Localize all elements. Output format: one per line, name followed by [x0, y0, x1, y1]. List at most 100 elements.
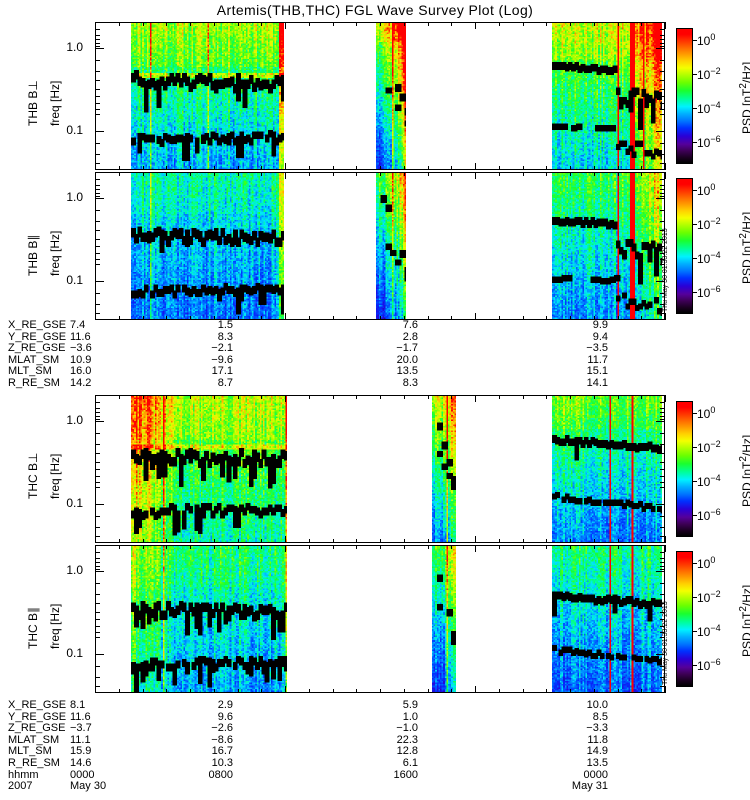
- y-axis-tick: [95, 319, 100, 320]
- x-axis-tick: [380, 166, 381, 170]
- y-axis-tick: [95, 210, 100, 211]
- x-axis-tick: [451, 545, 452, 549]
- x-axis-tick: [333, 166, 334, 170]
- x-axis-tick: [380, 172, 381, 176]
- ephemeris-row: hhmm 0000 0800 1600 0000: [8, 768, 748, 782]
- x-axis-tick: [190, 545, 191, 549]
- ephemeris-row-label: Y_RE_GSE: [8, 330, 67, 343]
- x-axis-tick: [665, 686, 666, 693]
- y-axis-tick: [660, 482, 665, 483]
- ephemeris-row-label: X_RE_GSE: [8, 319, 67, 331]
- y-axis-tick: [95, 264, 100, 265]
- colorbar-tick-label: 10−4: [697, 623, 721, 639]
- x-axis-tick: [594, 172, 595, 176]
- ephemeris-value: 11.6: [70, 330, 91, 343]
- y-axis-tick: [95, 46, 100, 47]
- x-axis-tick: [570, 539, 571, 543]
- colorbar-tick-label: 100: [697, 182, 716, 198]
- ephemeris-row: MLT_SM 15.9 16.7 12.8 14.9: [8, 746, 748, 758]
- x-axis-tick: [190, 22, 191, 26]
- x-axis-tick: [546, 172, 547, 176]
- spectrogram-canvas-area: [96, 173, 664, 319]
- y-axis-tick-label: 1.0: [66, 40, 83, 54]
- y-axis-tick: [660, 246, 665, 247]
- colorbar-tick: [693, 413, 697, 414]
- y-axis-tick: [660, 143, 665, 144]
- y-axis-tick-label: 1.0: [66, 413, 83, 427]
- y-axis-tick: [95, 293, 100, 294]
- x-axis-tick: [356, 166, 357, 170]
- y-axis-tick: [95, 29, 100, 30]
- ephemeris-value: 16.7: [211, 745, 233, 758]
- x-axis-tick: [641, 166, 642, 170]
- ephemeris-value: 10.0: [586, 699, 608, 711]
- x-axis-tick: [428, 166, 429, 170]
- y-axis-tick: [660, 487, 665, 488]
- y-axis-tick: [95, 408, 100, 409]
- x-axis-tick: [143, 22, 144, 26]
- x-axis-tick: [523, 316, 524, 320]
- y-axis-tick: [660, 35, 665, 36]
- y-axis-tick: [660, 666, 665, 667]
- ephemeris-row-label: R_RE_SM: [8, 376, 60, 389]
- ephemeris-table-bottom: X_RE_GSE 8.1 2.9 5.9 10.0 Y_RE_GSE 11.6 9.6 1.0 8…: [8, 699, 748, 793]
- ephemeris-value: 11.1: [70, 733, 91, 746]
- x-axis-tick: [594, 316, 595, 320]
- y-axis-tick: [95, 536, 100, 537]
- ephemeris-value: 10.3: [211, 756, 233, 769]
- y-axis-tick: [95, 71, 100, 72]
- y-axis-tick: [656, 281, 665, 282]
- x-axis-tick: [380, 539, 381, 543]
- y-axis-tick: [95, 558, 100, 559]
- colorbar-tick: [693, 563, 697, 564]
- x-axis-tick: [214, 172, 215, 176]
- y-axis-tick: [660, 402, 665, 403]
- colorbar-tick: [693, 224, 697, 225]
- ephemeris-row: R_RE_SM 14.2 8.7 8.3 14.1: [8, 376, 748, 390]
- y-axis-tick: [656, 504, 665, 505]
- y-axis-tick: [660, 304, 665, 305]
- y-axis-label: freq [Hz]: [48, 603, 62, 649]
- ephemeris-value: 0000: [70, 768, 95, 781]
- x-axis-tick: [119, 172, 120, 176]
- colorbar-label: PSD [nT2/Hz]: [738, 434, 750, 507]
- x-axis-tick: [404, 316, 405, 320]
- ephemeris-row: X_RE_GSE 7.4 1.5 7.6 9.9: [8, 319, 748, 332]
- spectrogram-data-segment: [376, 23, 406, 169]
- x-axis-tick: [618, 539, 619, 543]
- ephemeris-row: Y_RE_GSE 11.6 9.6 1.0 8.5: [8, 711, 748, 724]
- x-axis-tick: [523, 545, 524, 549]
- x-axis-tick: [356, 689, 357, 693]
- ephemeris-value: 16.0: [70, 365, 92, 378]
- ephemeris-row-label: MLAT_SM: [8, 353, 60, 366]
- y-axis-tick: [95, 527, 100, 528]
- ephemeris-row: X_RE_GSE 8.1 2.9 5.9 10.0: [8, 699, 748, 712]
- y-axis-tick: [95, 566, 100, 567]
- x-axis-tick: [95, 536, 96, 543]
- x-axis-tick: [356, 395, 357, 399]
- x-axis-tick: [618, 166, 619, 170]
- spectrogram-segment-canvas: [376, 173, 406, 319]
- panel-label-thb-bpar: THB B∥: [26, 234, 40, 276]
- x-axis-tick: [475, 395, 476, 402]
- y-axis-tick: [95, 35, 100, 36]
- x-axis-tick: [143, 545, 144, 549]
- colorbar-label: PSD [nT2/Hz]: [738, 211, 750, 284]
- x-axis-tick: [333, 539, 334, 543]
- y-axis-tick-label: 0.1: [66, 646, 83, 660]
- colorbar-tick-label: 10−4: [697, 100, 721, 116]
- ephemeris-value: 8.7: [217, 376, 233, 389]
- x-axis-tick: [594, 545, 595, 549]
- y-axis-tick: [95, 179, 100, 180]
- y-axis-tick: [95, 154, 100, 155]
- y-axis-tick: [95, 60, 100, 61]
- x-axis-tick: [95, 545, 96, 552]
- y-axis-tick: [660, 453, 665, 454]
- date-row: 2007 May 30 May 31: [8, 781, 748, 793]
- y-axis-tick: [660, 29, 665, 30]
- x-axis-tick: [238, 22, 239, 26]
- x-axis-tick: [475, 22, 476, 29]
- y-axis-tick: [95, 143, 100, 144]
- x-axis-tick: [238, 316, 239, 320]
